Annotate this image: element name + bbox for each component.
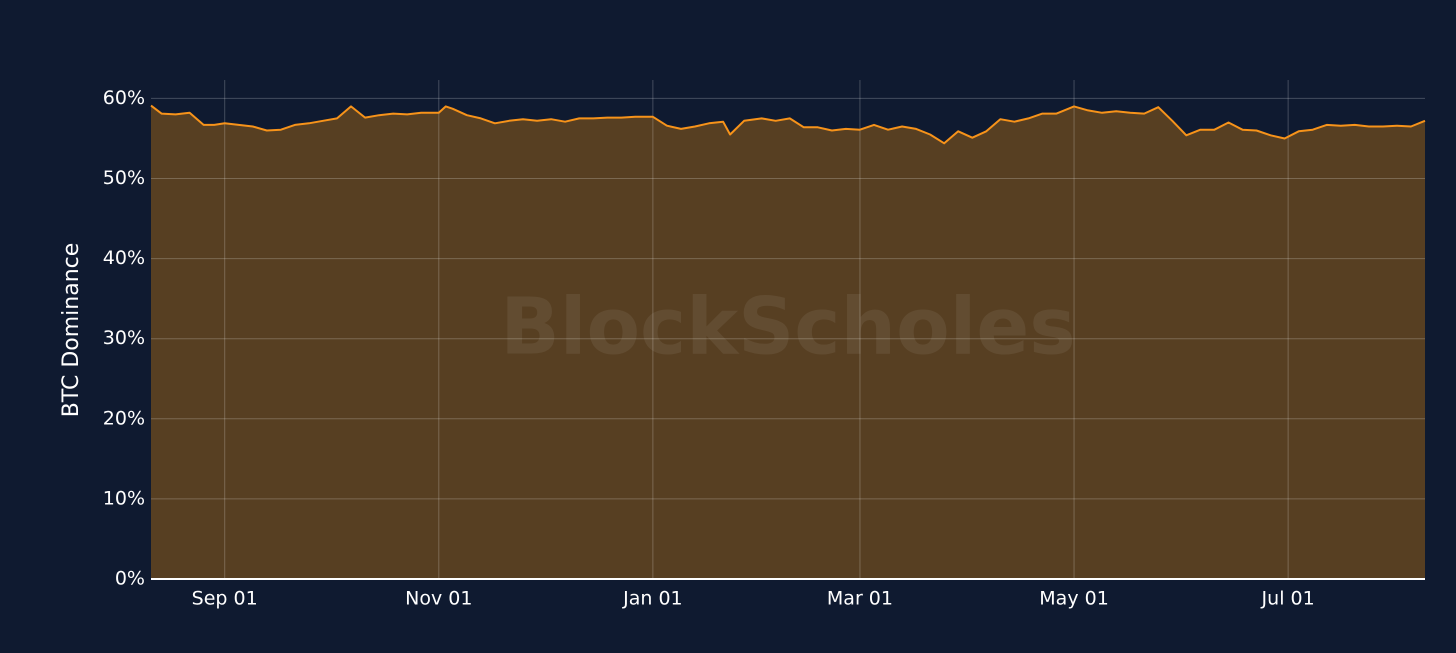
y-tick-label: 10%	[103, 487, 145, 509]
y-tick-label: 20%	[103, 407, 145, 429]
y-tick-label: 40%	[103, 247, 145, 269]
x-tick-label: Sep 01	[192, 588, 258, 610]
x-tick-label: Jan 01	[622, 588, 683, 610]
x-tick-label: Nov 01	[405, 588, 472, 610]
area	[151, 105, 1425, 579]
x-tick-label: May 01	[1039, 588, 1109, 610]
line	[150, 104, 1426, 145]
x-tick-label: Mar 01	[827, 588, 893, 610]
x-tick-label: Jul 01	[1261, 588, 1315, 610]
y-tick-label: 30%	[103, 327, 145, 349]
y-axis-title: BTC Dominance	[59, 243, 84, 418]
y-tick-label: 0%	[115, 568, 145, 590]
y-tick-label: 60%	[103, 87, 145, 109]
y-tick-label: 50%	[103, 167, 145, 189]
watermark: BlockScholes	[500, 282, 1075, 372]
